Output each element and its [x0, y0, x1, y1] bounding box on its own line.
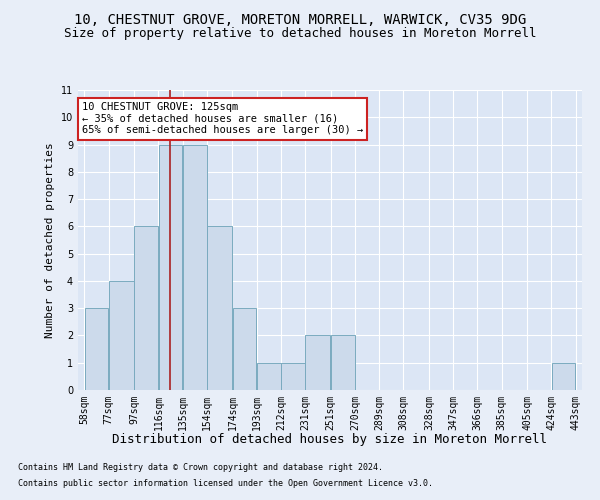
- Bar: [85, 308, 109, 390]
- Text: Contains public sector information licensed under the Open Government Licence v3: Contains public sector information licen…: [18, 478, 433, 488]
- Bar: [305, 336, 331, 390]
- Bar: [134, 226, 158, 390]
- Bar: [331, 336, 355, 390]
- Text: 10 CHESTNUT GROVE: 125sqm
← 35% of detached houses are smaller (16)
65% of semi-: 10 CHESTNUT GROVE: 125sqm ← 35% of detac…: [82, 102, 363, 136]
- Bar: [257, 362, 281, 390]
- Text: Size of property relative to detached houses in Moreton Morrell: Size of property relative to detached ho…: [64, 28, 536, 40]
- Bar: [551, 362, 575, 390]
- Bar: [233, 308, 256, 390]
- Bar: [158, 144, 182, 390]
- Text: Distribution of detached houses by size in Moreton Morrell: Distribution of detached houses by size …: [113, 432, 548, 446]
- Bar: [207, 226, 232, 390]
- Bar: [183, 144, 206, 390]
- Text: 10, CHESTNUT GROVE, MORETON MORRELL, WARWICK, CV35 9DG: 10, CHESTNUT GROVE, MORETON MORRELL, WAR…: [74, 12, 526, 26]
- Text: Contains HM Land Registry data © Crown copyright and database right 2024.: Contains HM Land Registry data © Crown c…: [18, 464, 383, 472]
- Bar: [109, 281, 134, 390]
- Bar: [281, 362, 305, 390]
- Y-axis label: Number of detached properties: Number of detached properties: [46, 142, 55, 338]
